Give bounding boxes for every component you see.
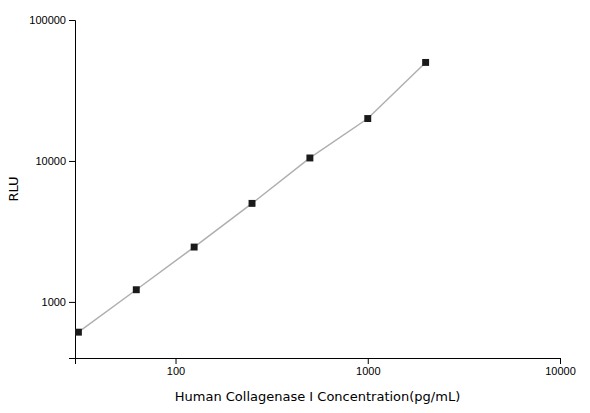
marker (364, 115, 371, 122)
chart: 100 1000 10000 1000 10000 100000 Human Collage… (0, 0, 590, 413)
data-layer (75, 59, 429, 336)
marker (191, 244, 198, 251)
y-tick-label: 10000 (35, 155, 66, 167)
y-axis: 1000 10000 100000 (29, 14, 75, 358)
x-axis-title: Human Collagenase I Concentration(pg/mL) (175, 389, 460, 404)
y-tick: 10000 (35, 155, 75, 167)
line (78, 62, 425, 332)
marker (75, 329, 82, 336)
x-tick-label: 1000 (356, 365, 380, 377)
x-axis: 100 1000 10000 (76, 358, 576, 377)
x-tick: 100 (167, 358, 185, 377)
y-tick-label: 100000 (29, 14, 66, 26)
marker (422, 59, 429, 66)
y-tick-label: 1000 (42, 296, 66, 308)
y-tick: 1000 (42, 296, 75, 308)
y-axis-line (69, 21, 76, 359)
y-tick: 100000 (29, 14, 75, 26)
marker (306, 155, 313, 162)
y-axis-title: RLU (6, 176, 21, 201)
x-tick: 1000 (356, 358, 380, 377)
x-tick: 10000 (545, 358, 576, 377)
plot: 100 1000 10000 1000 10000 100000 (29, 14, 576, 377)
x-tick-mark (176, 358, 177, 364)
x-tick-label: 100 (167, 365, 185, 377)
y-tick-mark (69, 20, 75, 21)
marker (249, 200, 256, 207)
y-tick-mark (69, 302, 75, 303)
y-tick-mark (69, 161, 75, 162)
marker (133, 286, 140, 293)
x-tick-label: 10000 (545, 365, 576, 377)
x-tick-mark (560, 358, 561, 364)
x-axis-line (76, 359, 561, 365)
x-tick-mark (368, 358, 369, 364)
